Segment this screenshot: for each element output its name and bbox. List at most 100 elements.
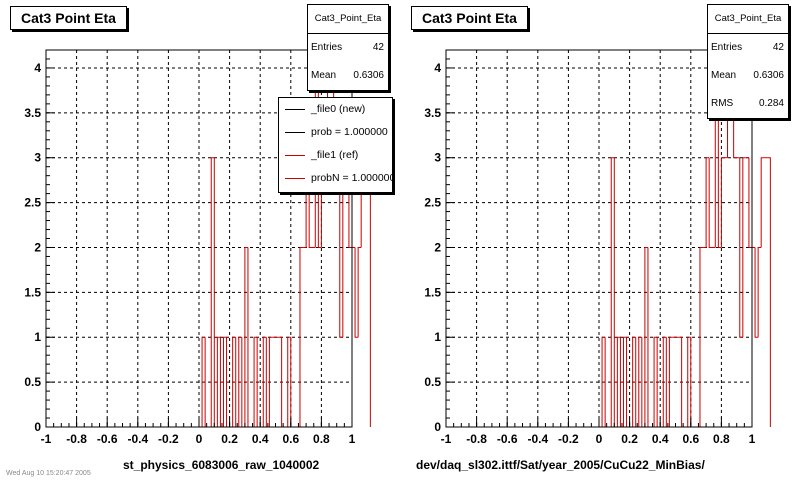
legend-label-file0: _file0 (new) (311, 103, 366, 115)
x-tick-label: 1 (349, 432, 356, 446)
left-stats-box: Cat3_Point_Eta Entries 42 Mean 0.6306 (307, 4, 389, 91)
y-tick-label: 3 (34, 151, 41, 165)
x-tick-label: 0.6 (282, 432, 299, 446)
x-tick-label: -1 (441, 432, 452, 446)
histogram-bin (281, 337, 285, 428)
right-stats-rms-label: RMS (711, 98, 734, 109)
histogram-bin (760, 157, 765, 248)
y-tick-label: 0 (434, 420, 441, 434)
right-stats-mean-row: Mean 0.6306 (708, 62, 788, 90)
histogram-bin (705, 157, 710, 248)
legend-swatch-file1 (285, 155, 305, 156)
x-tick-label: -0.8 (466, 432, 487, 446)
histogram-bin (216, 336, 221, 427)
histogram-bin (668, 336, 673, 427)
y-tick-label: 2.5 (424, 196, 441, 210)
right-stats-box: Cat3_Point_Eta Entries 42 Mean 0.6306 RM… (707, 4, 789, 119)
legend-item-file1: _file1 (ref) (279, 144, 392, 167)
histogram-bin (204, 337, 209, 428)
left-stats-mean-label: Mean (311, 70, 337, 81)
histogram-bin (616, 336, 621, 427)
x-tick-label: 0.4 (252, 432, 269, 446)
histogram-bin (767, 157, 771, 427)
histogram-bin (638, 336, 642, 427)
y-tick-label: 4 (434, 61, 441, 75)
histogram-bin (644, 246, 648, 427)
right-histogram-panel: -1 -0.8 -0.6 -0.4 -0.2 0 0.2 0.4 0.6 0.8 1 0 0.5 1 1.… (400, 0, 800, 480)
left-plot-title: Cat3 Point Eta (10, 6, 127, 30)
histogram-bin (699, 246, 704, 427)
right-stats-mean-value: 0.6306 (753, 70, 784, 81)
left-x-axis-caption: st_physics_6083006_raw_1040002 (123, 458, 320, 472)
left-histogram-panel: -1 -0.8 -0.6 -0.4 -0.2 0 0.2 0.4 0.6 0.8 1 0 0.5 1 1.… (10, 4, 393, 472)
x-tick-label: -0.6 (97, 432, 118, 446)
x-tick-label: 0 (596, 432, 603, 446)
right-grid (446, 50, 752, 427)
y-tick-label: 3 (434, 151, 441, 165)
legend-item-file0: _file0 (new) (279, 98, 392, 121)
right-stats-entries-value: 42 (772, 42, 784, 53)
histogram-bin (754, 247, 759, 338)
x-tick-label: 1 (749, 432, 756, 446)
x-tick-label: 0.8 (713, 432, 730, 446)
legend-label-probn: probN = 1.000000 (311, 172, 393, 184)
histogram-bin (662, 336, 667, 427)
histogram-bin (604, 337, 609, 428)
right-stats-rms-row: RMS 0.284 (708, 90, 788, 118)
y-tick-label: 3.5 (424, 106, 441, 120)
histogram-bin (238, 336, 242, 427)
y-tick-label: 2 (434, 240, 441, 254)
y-tick-label: 2.5 (24, 196, 41, 210)
histogram-bin (681, 337, 685, 428)
left-y-axis: 0 0.5 1 1.5 2 2.5 3 3.5 4 (24, 49, 55, 434)
left-stats-name: Cat3_Point_Eta (308, 5, 388, 34)
left-legend: _file0 (new) prob = 1.000000 _file1 (ref… (278, 97, 393, 193)
left-histogram-plot: -1 -0.8 -0.6 -0.4 -0.2 0 0.2 0.4 0.6 0.8 1 0 0.5 1 1.… (24, 49, 371, 446)
histogram-bin (339, 157, 343, 338)
y-tick-label: 4 (34, 61, 41, 75)
legend-swatch-file0 (285, 109, 305, 110)
histogram-bin (201, 336, 206, 427)
legend-swatch-probn (285, 178, 305, 179)
x-tick-label: -0.2 (558, 432, 579, 446)
timestamp-footer: Wed Aug 10 15:20:47 2005 (6, 470, 91, 477)
left-stats-entries-row: Entries 42 (308, 34, 388, 62)
right-stats-mean-label: Mean (711, 70, 737, 81)
histogram-bin (299, 246, 304, 427)
histogram-bin (757, 246, 762, 338)
y-tick-label: 1.5 (24, 285, 41, 299)
right-stats-name: Cat3_Point_Eta (708, 5, 788, 34)
histogram-bin (739, 157, 743, 338)
right-x-axis: -1 -0.8 -0.6 -0.4 -0.2 0 0.2 0.4 0.6 0.8 1 (441, 418, 756, 446)
histogram-bin (244, 246, 248, 427)
legend-item-probn: probN = 1.000000 (279, 167, 392, 190)
right-stats-entries-row: Entries 42 (708, 34, 788, 62)
x-tick-label: -0.8 (66, 432, 87, 446)
histogram-bin (717, 67, 722, 248)
histogram-bin (748, 157, 752, 248)
legend-label-file1: _file1 (ref) (311, 149, 359, 161)
x-tick-label: 0.4 (652, 432, 669, 446)
histogram-bin (222, 336, 227, 427)
histogram-bin (610, 157, 615, 427)
right-plot-title: Cat3 Point Eta (411, 6, 528, 30)
left-stats-mean-value: 0.6306 (353, 70, 384, 81)
right-x-axis-caption: dev/daq_sl302.ittf/Sat/year_2005/CuCu22_… (416, 458, 705, 472)
right-stats-entries-label: Entries (711, 42, 743, 53)
histogram-bin (708, 157, 713, 248)
x-tick-label: -0.6 (497, 432, 518, 446)
y-tick-label: 0.5 (24, 375, 41, 389)
x-tick-label: -0.2 (158, 432, 179, 446)
histogram-bin (268, 336, 273, 427)
histogram-bin (742, 157, 746, 338)
left-x-axis: -1 -0.8 -0.6 -0.4 -0.2 0 0.2 0.4 0.6 0.8 1 (41, 418, 356, 446)
legend-swatch-prob (285, 132, 305, 133)
left-stats-mean-row: Mean 0.6306 (308, 62, 388, 90)
x-tick-label: 0.6 (682, 432, 699, 446)
histogram-bin (232, 336, 236, 427)
x-tick-label: 0.2 (221, 432, 238, 446)
left-stats-entries-value: 42 (372, 42, 384, 53)
histogram-bin (720, 157, 725, 248)
legend-item-prob: prob = 1.000000 (279, 121, 392, 144)
